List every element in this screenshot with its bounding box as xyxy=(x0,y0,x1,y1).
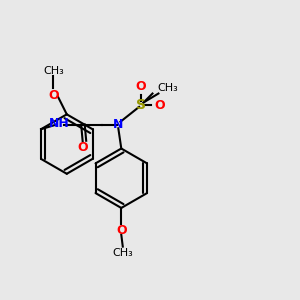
Text: NH: NH xyxy=(49,117,70,130)
Text: O: O xyxy=(77,140,88,154)
Text: O: O xyxy=(116,224,127,237)
Text: N: N xyxy=(113,118,124,131)
Text: CH₃: CH₃ xyxy=(157,82,178,93)
Text: CH₃: CH₃ xyxy=(43,66,64,76)
Text: O: O xyxy=(154,99,165,112)
Text: CH₃: CH₃ xyxy=(112,248,133,257)
Text: O: O xyxy=(135,80,146,93)
Text: S: S xyxy=(136,98,146,112)
Text: O: O xyxy=(48,88,59,101)
